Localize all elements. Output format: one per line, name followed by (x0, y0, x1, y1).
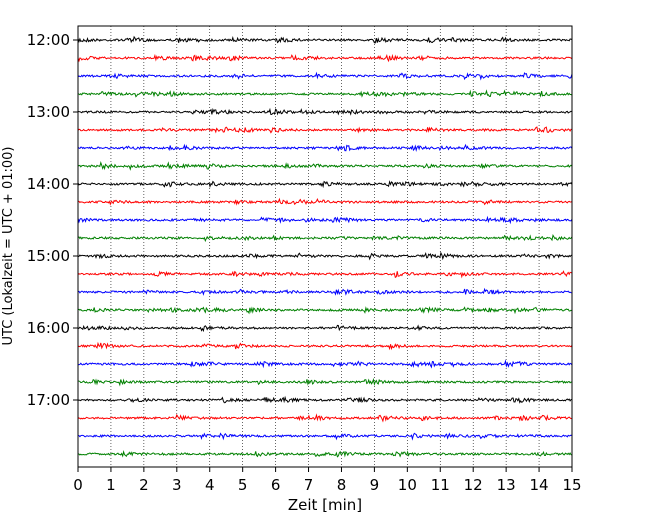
trace-10 (77, 215, 573, 225)
x-tick-label-15: 15 (562, 476, 581, 494)
trace-18 (77, 359, 573, 369)
y-tick-label-0: 12:00 (27, 31, 70, 49)
trace-11 (77, 233, 573, 243)
trace-19 (77, 377, 573, 387)
trace-16 (77, 324, 573, 333)
x-tick-label-7: 7 (304, 476, 314, 494)
x-tick-label-11: 11 (431, 476, 450, 494)
x-tick-label-1: 1 (106, 476, 116, 494)
y-tick-label-2: 14:00 (27, 175, 70, 193)
trace-20 (77, 395, 573, 404)
trace-8 (77, 180, 573, 189)
y-tick-label-5: 17:00 (27, 391, 70, 409)
trace-3 (77, 89, 573, 98)
trace-6 (77, 143, 573, 152)
x-axis-ticks: 0 1 2 3 4 5 6 7 8 9 10 11 12 13 14 15 (73, 467, 582, 494)
trace-21 (77, 413, 573, 423)
trace-7 (77, 161, 573, 171)
trace-17 (77, 341, 573, 351)
x-tick-label-13: 13 (497, 476, 516, 494)
trace-13 (77, 270, 573, 279)
trace-4 (77, 107, 573, 116)
x-tick-label-0: 0 (73, 476, 83, 494)
x-tick-label-5: 5 (238, 476, 248, 494)
trace-12 (77, 251, 573, 261)
x-tick-label-12: 12 (464, 476, 483, 494)
y-axis-label: UTC (Lokalzeit = UTC + 01:00) (1, 147, 16, 346)
y-axis-ticks: 12:00 13:00 14:00 15:00 16:00 17:00 (27, 31, 78, 409)
x-axis-label: Zeit [min] (288, 496, 362, 514)
plot-frame (77, 25, 573, 468)
trace-0 (77, 35, 573, 44)
trace-2 (77, 71, 573, 81)
x-tick-label-2: 2 (139, 476, 149, 494)
trace-5 (77, 126, 573, 134)
plot-background (78, 26, 572, 467)
x-tick-label-4: 4 (205, 476, 215, 494)
x-tick-label-10: 10 (398, 476, 417, 494)
x-tick-label-8: 8 (337, 476, 347, 494)
trace-9 (77, 197, 573, 206)
trace-23 (77, 449, 573, 458)
trace-15 (77, 306, 573, 315)
y-tick-label-1: 13:00 (27, 103, 70, 121)
trace-14 (77, 287, 573, 296)
y-tick-label-4: 16:00 (27, 319, 70, 337)
y-tick-label-3: 15:00 (27, 247, 70, 265)
x-tick-label-14: 14 (530, 476, 549, 494)
x-tick-label-9: 9 (370, 476, 380, 494)
seismic-traces (77, 35, 573, 458)
x-tick-label-3: 3 (172, 476, 182, 494)
trace-22 (77, 432, 573, 441)
trace-1 (77, 53, 573, 63)
x-tick-label-6: 6 (271, 476, 281, 494)
